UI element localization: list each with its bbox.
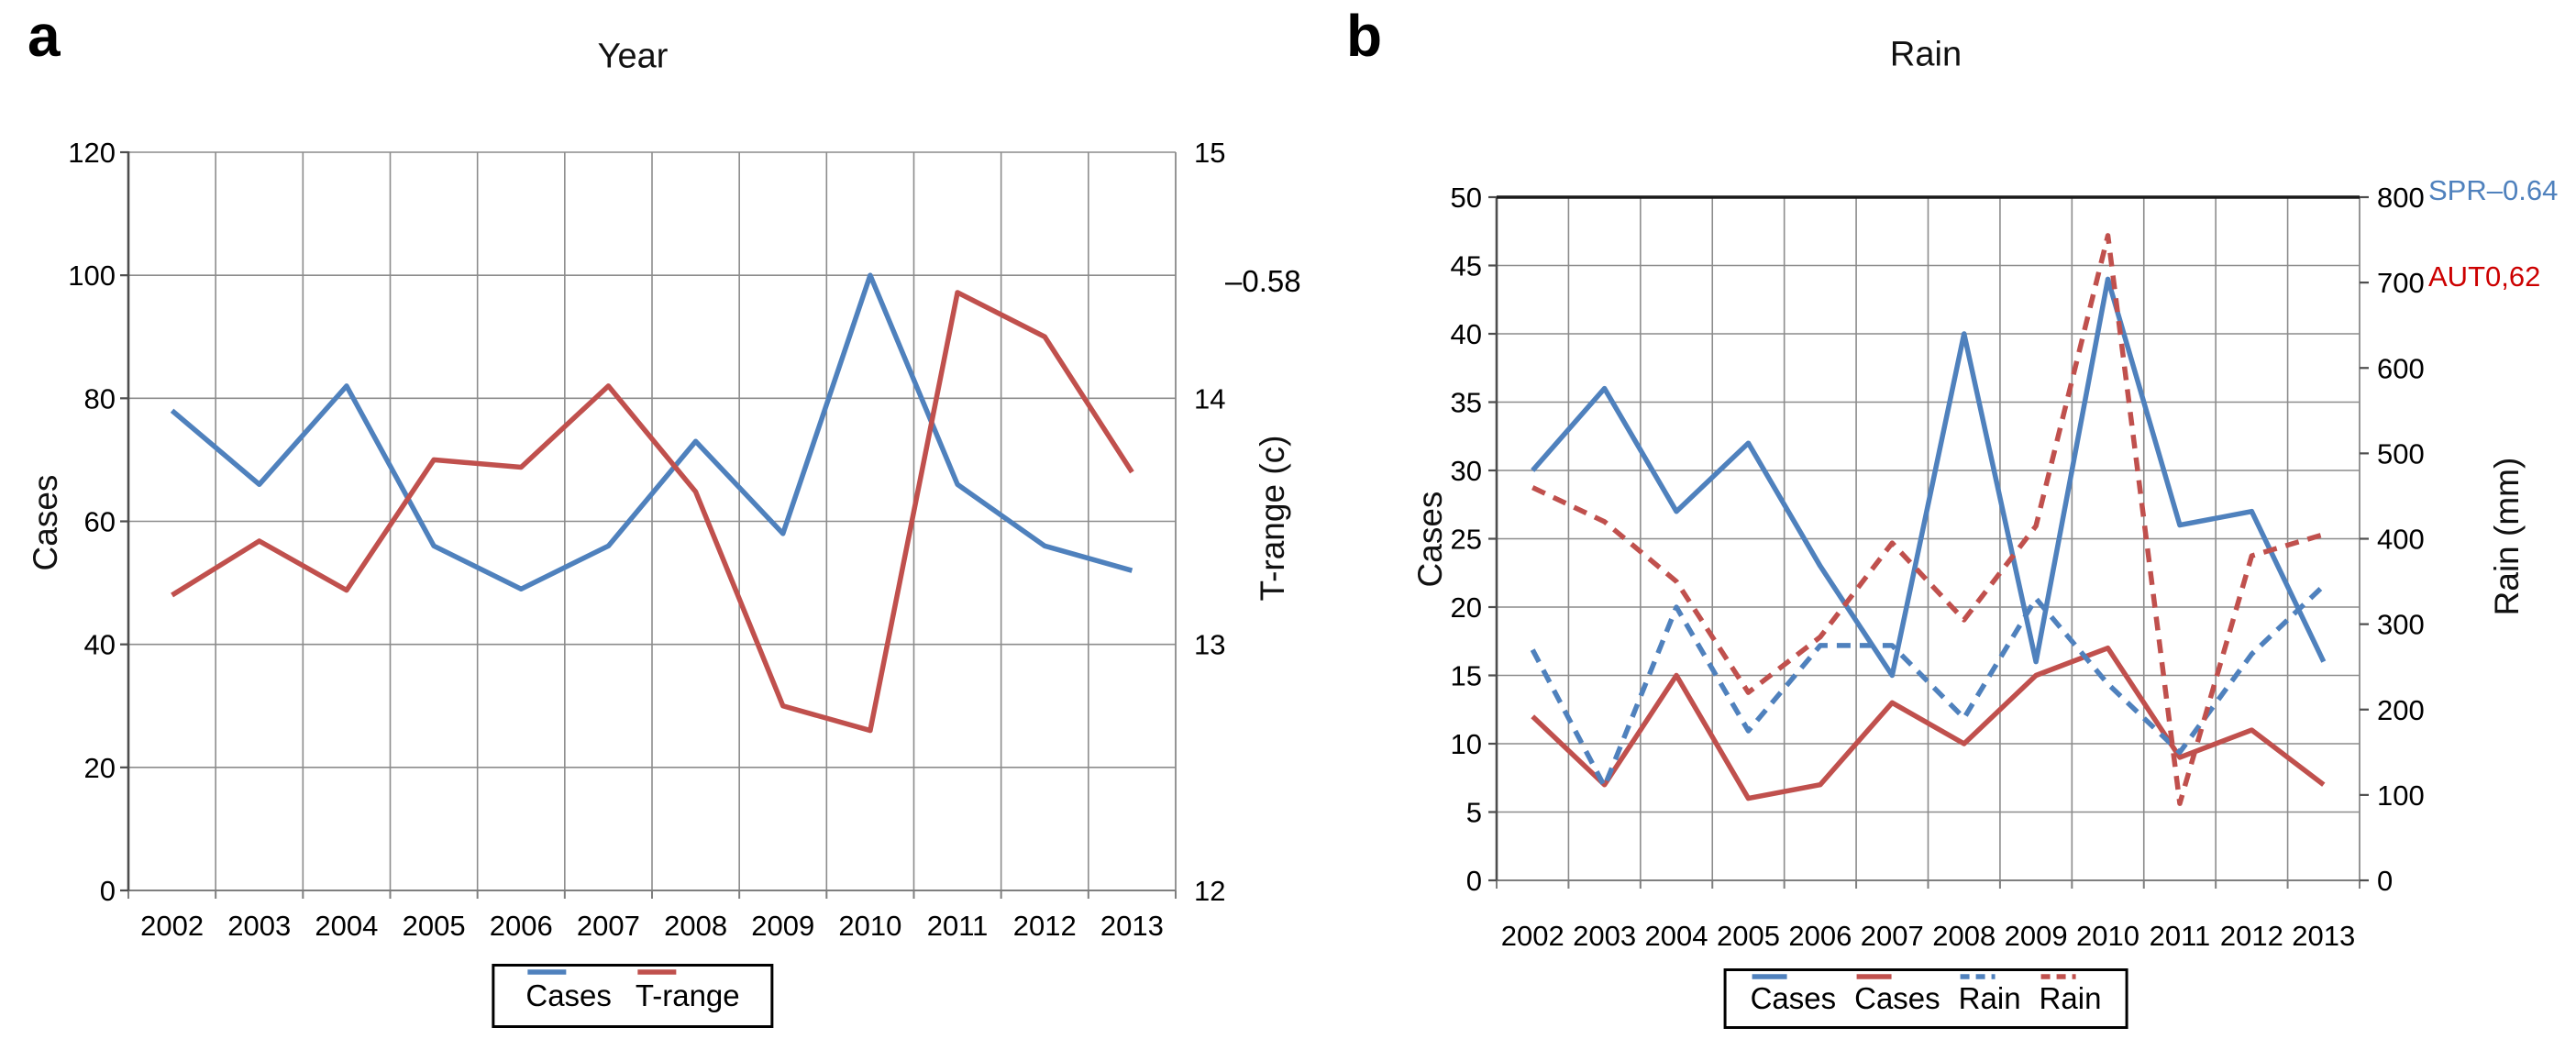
- legend-label: Rain: [1958, 981, 2021, 1015]
- svg-text:500: 500: [2377, 437, 2425, 470]
- svg-text:0: 0: [100, 875, 116, 907]
- red-solid-line-icon: [1856, 974, 1892, 979]
- svg-text:2013: 2013: [1100, 910, 1164, 942]
- svg-text:20: 20: [84, 752, 116, 784]
- svg-text:2012: 2012: [2220, 920, 2283, 952]
- svg-text:2002: 2002: [1501, 920, 1564, 952]
- svg-text:800: 800: [2377, 182, 2425, 214]
- chart-b-title: Rain: [1889, 35, 1962, 74]
- svg-text:13: 13: [1194, 629, 1225, 661]
- chart-b-plot-area: 0510152025303540455001002003004005006007…: [1451, 182, 2425, 952]
- svg-text:2004: 2004: [315, 910, 378, 942]
- svg-text:2005: 2005: [1717, 920, 1780, 952]
- svg-text:2009: 2009: [2005, 920, 2068, 952]
- legend-item-rain-spring: Rain: [1958, 974, 2021, 1016]
- svg-text:15: 15: [1451, 660, 1482, 692]
- svg-text:2012: 2012: [1013, 910, 1077, 942]
- chart-a-title: Year: [597, 37, 669, 76]
- svg-text:2009: 2009: [751, 910, 814, 942]
- svg-text:40: 40: [84, 629, 116, 661]
- chart-b-spring-correlation-annotation: SPR–0.64: [2428, 174, 2559, 206]
- svg-text:0: 0: [1466, 865, 1482, 897]
- svg-text:2011: 2011: [2150, 920, 2211, 952]
- legend-item-cases-a: Cases: [525, 969, 612, 1013]
- svg-text:30: 30: [1451, 455, 1482, 487]
- svg-text:2013: 2013: [2292, 920, 2355, 952]
- svg-text:100: 100: [68, 260, 116, 292]
- legend-item-rain-autumn: Rain: [2039, 974, 2102, 1016]
- legend-label: Cases: [1750, 981, 1837, 1015]
- svg-text:0: 0: [2377, 865, 2393, 897]
- legend-item-cases-spring: Cases: [1750, 974, 1837, 1016]
- legend-label: Cases: [525, 978, 612, 1012]
- svg-text:2002: 2002: [140, 910, 204, 942]
- svg-text:14: 14: [1194, 382, 1225, 414]
- svg-text:2010: 2010: [2076, 920, 2139, 952]
- svg-text:10: 10: [1451, 728, 1482, 760]
- svg-text:20: 20: [1451, 591, 1482, 624]
- svg-text:80: 80: [84, 382, 116, 414]
- svg-text:100: 100: [2377, 779, 2425, 812]
- svg-text:2004: 2004: [1645, 920, 1708, 952]
- legend-item-trange-a: T-range: [635, 969, 740, 1013]
- chart-b-legend: Cases Cases Rain Rain: [1723, 968, 2128, 1029]
- legend-label: Cases: [1854, 981, 1940, 1015]
- svg-text:45: 45: [1451, 250, 1482, 282]
- svg-text:2011: 2011: [927, 910, 989, 942]
- chart-a-plot-area: 0 20 40 60 80 100 120 12 13 14 15 2002 2003 2004 2005 2…: [68, 137, 1225, 942]
- red-solid-line-icon: [636, 969, 676, 975]
- svg-text:40: 40: [1451, 318, 1482, 350]
- svg-text:12: 12: [1194, 875, 1225, 907]
- svg-text:2008: 2008: [664, 910, 727, 942]
- svg-text:2003: 2003: [227, 910, 291, 942]
- svg-text:200: 200: [2377, 694, 2425, 726]
- svg-text:2005: 2005: [403, 910, 466, 942]
- svg-text:60: 60: [84, 506, 116, 538]
- svg-text:2003: 2003: [1573, 920, 1636, 952]
- svg-text:400: 400: [2377, 524, 2425, 556]
- svg-text:25: 25: [1451, 524, 1482, 556]
- chart-a-correlation-annotation: –0.58: [1225, 264, 1301, 298]
- svg-text:120: 120: [68, 137, 116, 169]
- blue-solid-line-icon: [1752, 974, 1787, 979]
- legend-label: Rain: [2039, 981, 2102, 1015]
- svg-text:600: 600: [2377, 352, 2425, 384]
- legend-label: T-range: [635, 978, 740, 1012]
- panel-a-letter: a: [28, 3, 61, 69]
- svg-text:15: 15: [1194, 137, 1225, 169]
- svg-text:2010: 2010: [838, 910, 901, 942]
- svg-text:50: 50: [1451, 182, 1482, 214]
- svg-text:300: 300: [2377, 609, 2425, 641]
- svg-text:35: 35: [1451, 387, 1482, 419]
- chart-b-autumn-correlation-annotation: AUT0,62: [2428, 260, 2541, 293]
- red-dashed-line-icon: [2040, 974, 2076, 979]
- blue-solid-line-icon: [527, 969, 567, 975]
- legend-item-cases-autumn: Cases: [1854, 974, 1940, 1016]
- svg-text:2006: 2006: [1788, 920, 1852, 952]
- svg-text:5: 5: [1466, 797, 1482, 829]
- chart-a-legend: Cases T-range: [492, 964, 774, 1028]
- svg-text:2006: 2006: [490, 910, 553, 942]
- svg-text:700: 700: [2377, 267, 2425, 299]
- svg-text:2007: 2007: [1861, 920, 1924, 952]
- blue-dashed-line-icon: [1960, 974, 1996, 979]
- panel-b-letter: b: [1346, 3, 1383, 69]
- svg-text:2007: 2007: [577, 910, 640, 942]
- svg-text:2008: 2008: [1932, 920, 1996, 952]
